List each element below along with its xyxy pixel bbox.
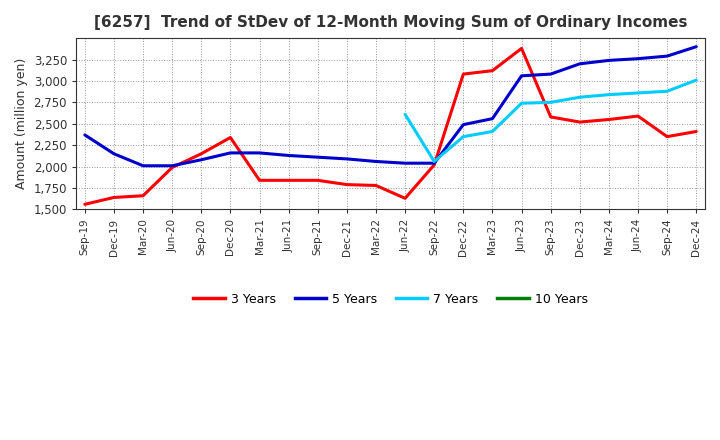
7 Years [430,159,438,164]
5 Years [81,132,89,138]
5 Years [255,150,264,156]
5 Years [197,157,206,162]
7 Years [546,100,555,105]
3 Years [139,193,148,198]
7 Years [459,134,468,139]
5 Years [226,150,235,156]
7 Years [634,90,642,95]
Title: [6257]  Trend of StDev of 12-Month Moving Sum of Ordinary Incomes: [6257] Trend of StDev of 12-Month Moving… [94,15,688,30]
7 Years [605,92,613,97]
Line: 7 Years: 7 Years [405,80,696,161]
5 Years [488,116,497,121]
5 Years [401,161,410,166]
7 Years [401,112,410,117]
3 Years [575,119,584,125]
7 Years [488,129,497,134]
5 Years [372,159,380,164]
5 Years [109,151,118,156]
3 Years [459,71,468,77]
3 Years [517,46,526,51]
3 Years [692,129,701,134]
5 Years [343,156,351,161]
5 Years [692,44,701,49]
5 Years [139,163,148,169]
5 Years [634,56,642,61]
7 Years [517,101,526,106]
3 Years [401,196,410,201]
3 Years [226,135,235,140]
5 Years [546,71,555,77]
3 Years [488,68,497,73]
3 Years [430,162,438,168]
3 Years [109,195,118,200]
Line: 5 Years: 5 Years [85,47,696,166]
3 Years [255,178,264,183]
5 Years [313,154,322,160]
3 Years [284,178,293,183]
5 Years [575,61,584,66]
3 Years [605,117,613,122]
5 Years [284,153,293,158]
Legend: 3 Years, 5 Years, 7 Years, 10 Years: 3 Years, 5 Years, 7 Years, 10 Years [189,288,593,311]
7 Years [575,95,584,100]
5 Years [663,54,672,59]
3 Years [313,178,322,183]
5 Years [605,58,613,63]
3 Years [546,114,555,120]
3 Years [343,182,351,187]
7 Years [692,77,701,83]
7 Years [663,88,672,94]
3 Years [197,151,206,156]
5 Years [517,73,526,78]
Y-axis label: Amount (million yen): Amount (million yen) [15,58,28,189]
3 Years [81,202,89,207]
3 Years [372,183,380,188]
3 Years [663,134,672,139]
3 Years [168,165,176,170]
5 Years [459,122,468,127]
Line: 3 Years: 3 Years [85,48,696,204]
3 Years [634,114,642,119]
5 Years [168,163,176,169]
5 Years [430,161,438,166]
